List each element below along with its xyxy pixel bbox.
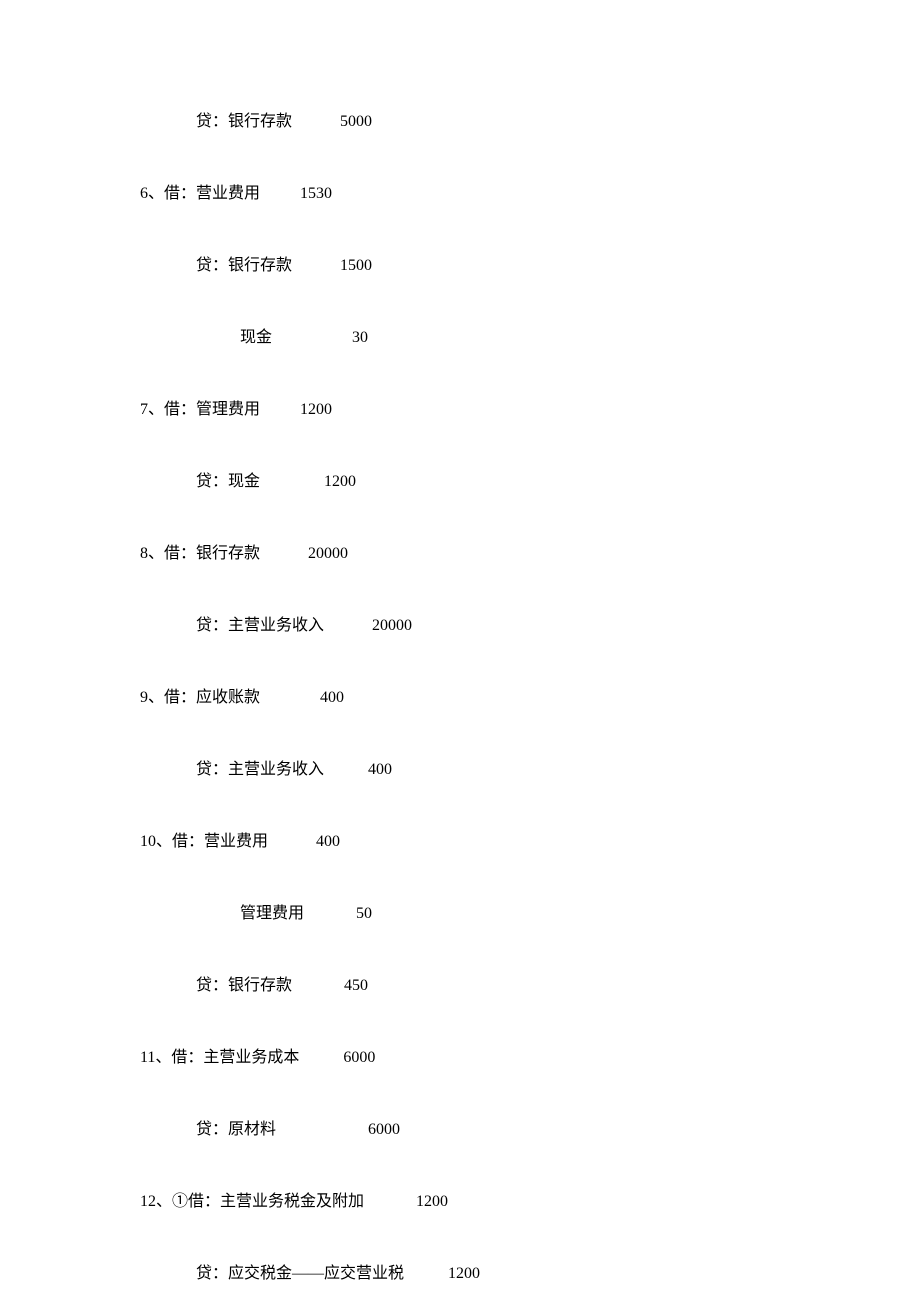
entry-line: 贷：主营业务收入 20000	[140, 614, 780, 638]
document-page: 贷：银行存款 5000 6、借：营业费用 1530 贷：银行存款 1500 现金 30…	[0, 0, 920, 1286]
entry-line: 12、①借：主营业务税金及附加 1200	[140, 1190, 780, 1214]
entry-line: 8、借：银行存款 20000	[140, 542, 780, 566]
entry-line: 现金 30	[140, 326, 780, 350]
entry-line: 6、借：营业费用 1530	[140, 182, 780, 206]
entry-line: 贷：主营业务收入 400	[140, 758, 780, 782]
entry-line: 贷：原材料 6000	[140, 1118, 780, 1142]
entry-line: 管理费用 50	[140, 902, 780, 926]
entry-line: 贷：应交税金——应交营业税 1200	[140, 1262, 780, 1286]
entry-line: 贷：银行存款 5000	[140, 110, 780, 134]
journal-entries: 贷：银行存款 5000 6、借：营业费用 1530 贷：银行存款 1500 现金 30…	[140, 110, 780, 1286]
entry-line: 11、借：主营业务成本 6000	[140, 1046, 780, 1070]
entry-line: 贷：现金 1200	[140, 470, 780, 494]
entry-line: 9、借：应收账款 400	[140, 686, 780, 710]
entry-line: 10、借：营业费用 400	[140, 830, 780, 854]
entry-line: 7、借：管理费用 1200	[140, 398, 780, 422]
entry-line: 贷：银行存款 1500	[140, 254, 780, 278]
entry-line: 贷：银行存款 450	[140, 974, 780, 998]
